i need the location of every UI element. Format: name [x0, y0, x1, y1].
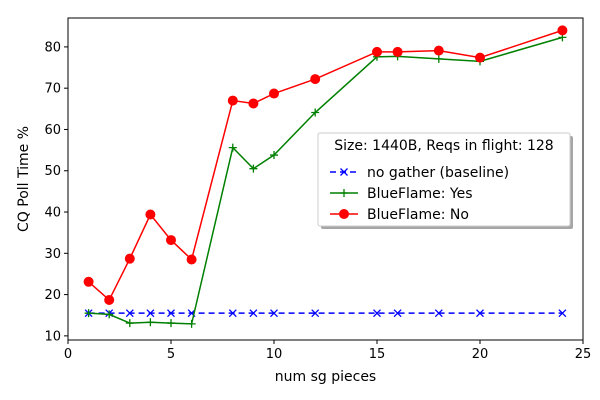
x-tick-label: 5	[167, 347, 175, 362]
data-point	[270, 309, 278, 318]
data-point	[270, 151, 278, 160]
legend-label: no gather (baseline)	[367, 165, 509, 181]
y-tick-label: 70	[44, 82, 61, 97]
data-point	[167, 319, 175, 328]
data-point	[146, 309, 155, 318]
legend-label: BlueFlame: Yes	[367, 186, 473, 202]
data-point	[187, 319, 196, 328]
legend-marker	[340, 168, 348, 176]
data-point	[557, 25, 568, 36]
data-point	[269, 88, 279, 99]
y-tick-label: 10	[44, 329, 61, 344]
data-point	[105, 310, 114, 319]
data-point	[248, 98, 259, 109]
y-tick-label: 30	[44, 247, 61, 262]
data-point	[125, 319, 134, 328]
data-point	[227, 95, 238, 106]
y-tick-label: 60	[44, 123, 61, 138]
data-point	[476, 309, 484, 318]
data-point	[228, 309, 237, 318]
y-tick-label: 20	[44, 288, 61, 303]
legend-title: Size: 1440B, Reqs in flight: 128	[334, 138, 553, 154]
axes-frame	[67, 17, 584, 341]
data-point	[145, 209, 156, 220]
y-tick-label: 40	[44, 206, 61, 221]
data-point	[558, 309, 567, 318]
x-tick-label: 20	[472, 347, 489, 362]
data-point	[166, 235, 176, 246]
legend-entry-1: BlueFlame: Yes	[330, 186, 473, 202]
data-point	[146, 318, 155, 327]
data-point	[372, 46, 382, 57]
data-point	[393, 309, 402, 318]
x-tick-label: 15	[369, 347, 386, 362]
data-point	[167, 309, 175, 318]
data-point	[311, 108, 320, 117]
data-point	[392, 46, 403, 57]
data-point	[434, 54, 443, 63]
data-point	[83, 276, 94, 287]
data-point	[310, 74, 321, 85]
legend: Size: 1440B, Reqs in flight: 128 no gath…	[317, 132, 573, 229]
y-axis-label: CQ Poll Time %	[16, 126, 32, 232]
legend-box	[317, 132, 571, 227]
data-point	[84, 309, 93, 318]
x-tick-label: 0	[64, 347, 72, 362]
data-point	[249, 164, 258, 173]
legend-marker	[340, 189, 348, 197]
data-point	[186, 254, 197, 265]
data-point	[475, 52, 485, 63]
series-2	[83, 25, 568, 305]
y-tick-label: 80	[44, 40, 61, 55]
legend-entry-0: no gather (baseline)	[330, 165, 509, 181]
x-tick-label: 25	[575, 347, 592, 362]
data-point	[125, 309, 134, 318]
data-point	[433, 45, 444, 56]
data-point	[228, 143, 237, 152]
axis-ticks: 0 5 10 15 20 25 10 20 30 40 50 60 70 80	[44, 40, 591, 362]
x-axis-label: num sg pieces	[275, 369, 376, 385]
legend-entry-2: BlueFlame: No	[330, 207, 469, 223]
x-tick-label: 10	[266, 347, 283, 362]
legend-marker	[339, 209, 349, 219]
y-tick-label: 50	[44, 164, 61, 179]
data-point	[104, 294, 115, 305]
plot-area	[83, 25, 568, 328]
legend-label: BlueFlame: No	[367, 207, 469, 223]
series-1	[84, 33, 567, 328]
data-point	[311, 309, 320, 318]
data-point	[373, 309, 381, 318]
data-point	[434, 309, 443, 318]
series-0	[84, 309, 567, 318]
data-point	[124, 253, 135, 264]
data-point	[249, 309, 258, 318]
